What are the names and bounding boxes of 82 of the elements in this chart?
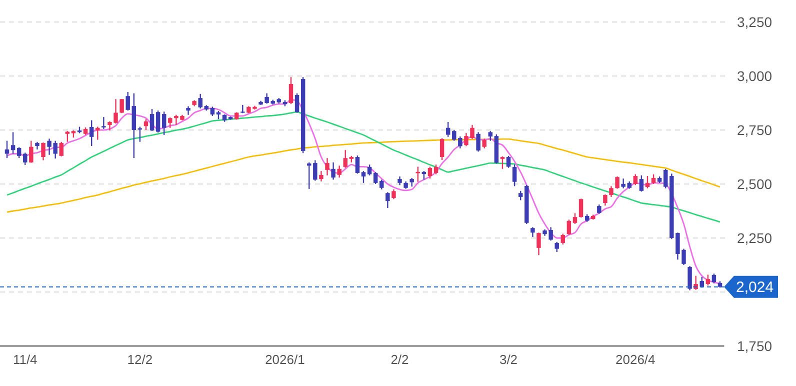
candlestick [536,232,541,256]
candlestick [645,175,650,189]
candlestick [367,164,372,176]
candlestick [651,174,656,185]
candlestick [102,116,106,130]
candlestick [23,152,28,166]
candlestick [500,156,505,170]
candlestick [633,174,638,186]
candlestick [240,104,245,114]
candlestick [566,219,572,236]
candlestick [482,138,486,149]
candlestick [639,174,644,192]
candlestick [210,106,215,117]
x-tick-label: 2026/1 [265,352,305,367]
candlestick [96,126,100,140]
candlestick [518,190,523,201]
candlestick [554,241,559,253]
candlestick [560,233,566,246]
candlestick [65,130,70,142]
candlestick [325,157,330,176]
candlestick [446,121,450,138]
x-tick-label: 2026/4 [616,352,656,367]
candlestick [530,226,535,238]
candlestick [89,120,94,147]
candlestick [319,170,324,182]
candlestick [313,160,318,182]
candlestick [288,76,294,105]
candlestick [361,170,366,184]
candlestick [476,132,480,152]
candlestick [186,106,190,116]
candlestick [664,168,668,189]
candlestick [609,186,614,198]
candlestick [294,92,300,114]
candlestick [712,273,716,284]
candlestick [29,140,34,164]
candlestick [572,212,578,225]
x-tick-label: 3/2 [499,352,518,367]
candlestick [355,154,360,174]
y-tick-label: 1,750 [737,338,772,354]
candlestick [434,164,438,175]
candlestick [337,165,342,178]
candlestick [386,192,390,209]
candlestick [120,98,124,114]
candlestick [392,188,396,200]
candlestick [150,108,154,132]
candlestick [343,149,348,168]
y-tick-label: 3,250 [737,14,772,30]
y-tick-label: 2,500 [737,176,772,192]
candlestick [132,92,136,159]
candlestick [10,132,16,154]
x-tick-label: 12/2 [127,352,153,367]
candlestick [694,275,698,290]
candlestick [706,274,710,286]
candlestick [488,130,493,142]
candlestick [578,198,584,218]
candlestick [428,166,432,180]
candlestick [162,111,166,136]
candlestick [156,110,160,134]
candlestick [597,204,602,214]
candlestick [331,162,336,180]
x-tick-label: 2/2 [390,352,409,367]
candlestick [144,118,148,131]
candlestick [126,91,130,112]
candlestick [603,194,608,206]
candlestick [4,140,10,159]
candlestick [688,265,692,291]
y-tick-label: 3,000 [737,68,772,84]
candlestick [41,142,46,161]
candlestick [59,141,64,157]
candlestick [506,155,511,168]
y-tick-label: 2,750 [737,122,772,138]
candlestick [198,93,202,109]
candlestick [440,138,444,161]
candlestick [512,164,517,187]
candlestick [16,146,22,159]
x-tick-label: 11/4 [12,352,38,367]
ref-line-label: 2,024 [736,279,774,296]
candlestick [373,172,378,185]
y-tick-label: 2,250 [737,230,772,246]
candlestick [168,116,172,128]
candlestick [615,176,620,190]
candlestick [380,179,384,190]
